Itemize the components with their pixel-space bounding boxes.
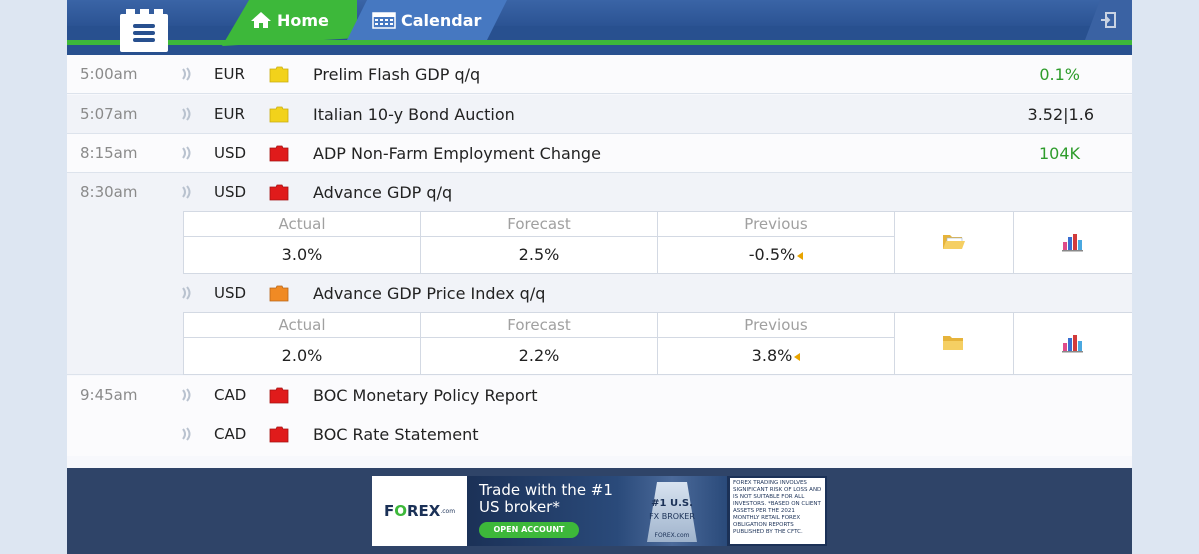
ad-disclaimer: Forex trading involves significant risk … <box>730 478 825 544</box>
open-account-button[interactable]: OPEN ACCOUNT <box>479 522 579 538</box>
event-value: 104K <box>1038 144 1080 163</box>
alert-sound-icon[interactable] <box>180 388 192 402</box>
exit-icon[interactable] <box>1100 12 1116 28</box>
event-time: 9:45am <box>80 386 138 404</box>
actual-label: Actual <box>184 212 420 237</box>
ad-footer: F O REX .com Trade with the #1 US broker* O… <box>67 468 1132 554</box>
event-detail-table: Actual 2.0% Forecast 2.2% Previous 3.8% <box>183 312 1132 375</box>
event-currency: USD <box>214 183 247 201</box>
previous-value: 3.8% <box>751 346 793 365</box>
actual-value: 3.0% <box>281 245 323 264</box>
event-title[interactable]: Italian 10-y Bond Auction <box>313 105 515 124</box>
menu-icon[interactable] <box>120 9 168 52</box>
ad-promo: Trade with the #1 US broker* OPEN ACCOUN… <box>467 476 617 546</box>
impact-folder-red-icon <box>269 184 289 201</box>
actual-value: 2.0% <box>281 346 323 365</box>
award-brand: FOREX.com <box>654 532 690 539</box>
previous-value-wrap: -0.5% <box>658 237 894 273</box>
event-currency: CAD <box>214 386 247 404</box>
tab-calendar-content[interactable]: Calendar <box>372 0 481 40</box>
event-time: 8:15am <box>80 144 138 162</box>
alert-sound-icon[interactable] <box>180 286 192 300</box>
impact-folder-yellow-icon <box>269 106 289 123</box>
event-time: 5:07am <box>80 105 138 123</box>
previous-cell: Previous -0.5% <box>657 212 894 273</box>
impact-folder-red-icon <box>269 387 289 404</box>
forecast-value: 2.5% <box>518 245 560 264</box>
event-value: 3.52|1.6 <box>1027 105 1094 124</box>
event-value: 0.1% <box>1039 65 1080 84</box>
impact-folder-red-icon <box>269 145 289 162</box>
event-title[interactable]: BOC Rate Statement <box>313 425 479 444</box>
ad-banner[interactable]: F O REX .com Trade with the #1 US broker* O… <box>372 476 827 546</box>
event-row[interactable]: 9:45am CAD BOC Monetary Policy Report CA… <box>67 376 1132 456</box>
actual-cell: Actual 3.0% <box>183 212 420 273</box>
event-title[interactable]: Advance GDP Price Index q/q <box>313 284 546 303</box>
history-cell[interactable] <box>894 313 1013 374</box>
chart-cell[interactable] <box>1013 313 1132 374</box>
previous-value: -0.5% <box>748 245 796 264</box>
forecast-label: Forecast <box>421 212 657 237</box>
event-title[interactable]: Prelim Flash GDP q/q <box>313 65 481 84</box>
impact-folder-orange-icon <box>269 285 289 302</box>
actual-label: Actual <box>184 313 420 338</box>
event-title[interactable]: ADP Non-Farm Employment Change <box>313 144 601 163</box>
actual-cell: Actual 2.0% <box>183 313 420 374</box>
tab-calendar-label: Calendar <box>401 10 482 30</box>
calendar-icon <box>372 12 396 29</box>
revision-arrow-icon <box>797 251 804 260</box>
bar-chart-icon[interactable] <box>1061 333 1085 353</box>
app-header <box>67 0 1132 64</box>
event-row[interactable]: 5:00am EUR Prelim Flash GDP q/q 0.1% <box>67 55 1132 94</box>
event-list: 5:00am EUR Prelim Flash GDP q/q 0.1% 5:0… <box>67 54 1132 468</box>
history-cell[interactable] <box>894 212 1013 273</box>
home-icon <box>251 12 271 28</box>
event-row-expanded[interactable]: 8:30am USD Advance GDP q/q Actual 3.0% F… <box>67 173 1132 375</box>
previous-value-wrap: 3.8% <box>658 338 894 374</box>
forecast-value: 2.2% <box>518 346 560 365</box>
event-currency: CAD <box>214 425 247 443</box>
event-row[interactable]: 8:15am USD ADP Non-Farm Employment Chang… <box>67 134 1132 173</box>
folder-icon[interactable] <box>942 333 966 353</box>
app-window: Home Calendar 5:00am EUR Prelim Flash GD… <box>67 0 1132 554</box>
previous-cell: Previous 3.8% <box>657 313 894 374</box>
event-currency: EUR <box>214 105 245 123</box>
forecast-cell: Forecast 2.2% <box>420 313 657 374</box>
forex-logo: F O REX .com <box>372 476 467 546</box>
ad-headline: Trade with the #1 US broker* <box>479 481 613 516</box>
header-accent-line <box>67 40 1132 46</box>
event-title[interactable]: BOC Monetary Policy Report <box>313 386 538 405</box>
tab-home-content[interactable]: Home <box>250 0 350 40</box>
forecast-cell: Forecast 2.5% <box>420 212 657 273</box>
open-folder-icon[interactable] <box>942 232 966 252</box>
alert-sound-icon[interactable] <box>180 146 192 160</box>
alert-sound-icon[interactable] <box>180 185 192 199</box>
award-trophy: #1 U.S. FX BROKER FOREX.com <box>617 476 727 546</box>
tab-home[interactable] <box>222 0 357 46</box>
alert-sound-icon[interactable] <box>180 67 192 81</box>
event-time: 5:00am <box>80 65 138 83</box>
award-subtitle: FX BROKER <box>649 512 695 521</box>
tab-home-label: Home <box>277 10 329 30</box>
event-currency: USD <box>214 144 247 162</box>
award-title: #1 U.S. <box>651 498 693 509</box>
event-title[interactable]: Advance GDP q/q <box>313 183 453 202</box>
impact-folder-red-icon <box>269 426 289 443</box>
chart-cell[interactable] <box>1013 212 1132 273</box>
impact-folder-yellow-icon <box>269 66 289 83</box>
alert-sound-icon[interactable] <box>180 107 192 121</box>
revision-arrow-icon <box>794 352 801 361</box>
previous-label: Previous <box>658 212 894 237</box>
forecast-label: Forecast <box>421 313 657 338</box>
event-currency: EUR <box>214 65 245 83</box>
event-time: 8:30am <box>80 183 138 201</box>
event-detail-table: Actual 3.0% Forecast 2.5% Previous -0.5% <box>183 211 1132 274</box>
alert-sound-icon[interactable] <box>180 427 192 441</box>
previous-label: Previous <box>658 313 894 338</box>
event-row[interactable]: 5:07am EUR Italian 10-y Bond Auction 3.5… <box>67 95 1132 134</box>
event-currency: USD <box>214 284 247 302</box>
bar-chart-icon[interactable] <box>1061 232 1085 252</box>
